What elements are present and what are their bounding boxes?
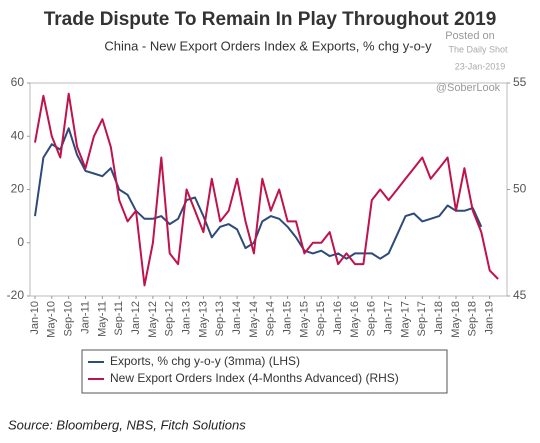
y-tick-label: 60 bbox=[11, 75, 25, 89]
y2-tick-label: 50 bbox=[513, 182, 527, 196]
legend-box bbox=[81, 349, 448, 394]
y-tick-label: -20 bbox=[7, 288, 25, 302]
legend-label: New Export Orders Index (4-Months Advanc… bbox=[110, 371, 399, 385]
x-tick-label: Jan-15 bbox=[282, 301, 294, 335]
x-tick-label: Jan-16 bbox=[332, 301, 344, 335]
x-tick-label: Jan-12 bbox=[130, 301, 142, 335]
x-tick-label: May-13 bbox=[197, 301, 209, 338]
x-tick-label: May-15 bbox=[298, 301, 310, 338]
series-line bbox=[34, 127, 483, 260]
watermark-site: The Daily Shot bbox=[448, 44, 508, 54]
watermark-handle: @SoberLook bbox=[436, 82, 501, 94]
y-tick-label: 40 bbox=[11, 128, 25, 142]
chart-title: Trade Dispute To Remain In Play Througho… bbox=[44, 9, 497, 30]
x-tick-label: Sep-15 bbox=[315, 301, 327, 336]
y2-tick-label: 45 bbox=[513, 288, 527, 302]
watermark-date: 23-Jan-2019 bbox=[455, 61, 506, 71]
series-line bbox=[34, 92, 499, 287]
watermark-posted: Posted on bbox=[445, 30, 495, 42]
x-tick-label: May-10 bbox=[46, 301, 58, 338]
x-tick-label: Jan-17 bbox=[383, 301, 395, 335]
x-tick-label: Sep-12 bbox=[164, 301, 176, 336]
source: Source: Bloomberg, NBS, Fitch Solutions bbox=[8, 417, 246, 432]
x-tick-label: Sep-14 bbox=[265, 301, 277, 336]
y-tick-label: 0 bbox=[17, 235, 24, 249]
chart-subtitle: China - New Export Orders Index & Export… bbox=[104, 38, 432, 53]
legend-label: Exports, % chg y-o-y (3mma) (LHS) bbox=[110, 354, 300, 368]
x-tick-label: Sep-16 bbox=[366, 301, 378, 336]
x-tick-label: Sep-13 bbox=[214, 301, 226, 336]
x-tick-label: Sep-10 bbox=[63, 301, 75, 336]
x-tick-label: Sep-18 bbox=[467, 301, 479, 336]
x-tick-label: Jan-11 bbox=[79, 301, 91, 334]
y-tick-label: 20 bbox=[11, 182, 25, 196]
x-tick-label: Jan-13 bbox=[180, 301, 192, 335]
x-tick-label: May-14 bbox=[248, 301, 260, 338]
x-tick-label: Sep-11 bbox=[113, 301, 125, 336]
x-tick-label: Jan-10 bbox=[29, 301, 41, 335]
x-tick-label: Sep-17 bbox=[416, 301, 428, 336]
x-tick-label: May-18 bbox=[450, 301, 462, 338]
x-tick-label: May-11 bbox=[96, 301, 108, 337]
x-tick-label: Jan-14 bbox=[231, 301, 243, 335]
x-tick-label: May-12 bbox=[147, 301, 159, 338]
x-tick-label: Jan-18 bbox=[433, 301, 445, 335]
plot-frame bbox=[29, 82, 508, 297]
y2-tick-label: 55 bbox=[513, 75, 527, 89]
x-tick-label: Jan-19 bbox=[484, 301, 496, 335]
x-tick-label: May-16 bbox=[349, 301, 361, 338]
x-tick-label: May-17 bbox=[399, 301, 411, 338]
